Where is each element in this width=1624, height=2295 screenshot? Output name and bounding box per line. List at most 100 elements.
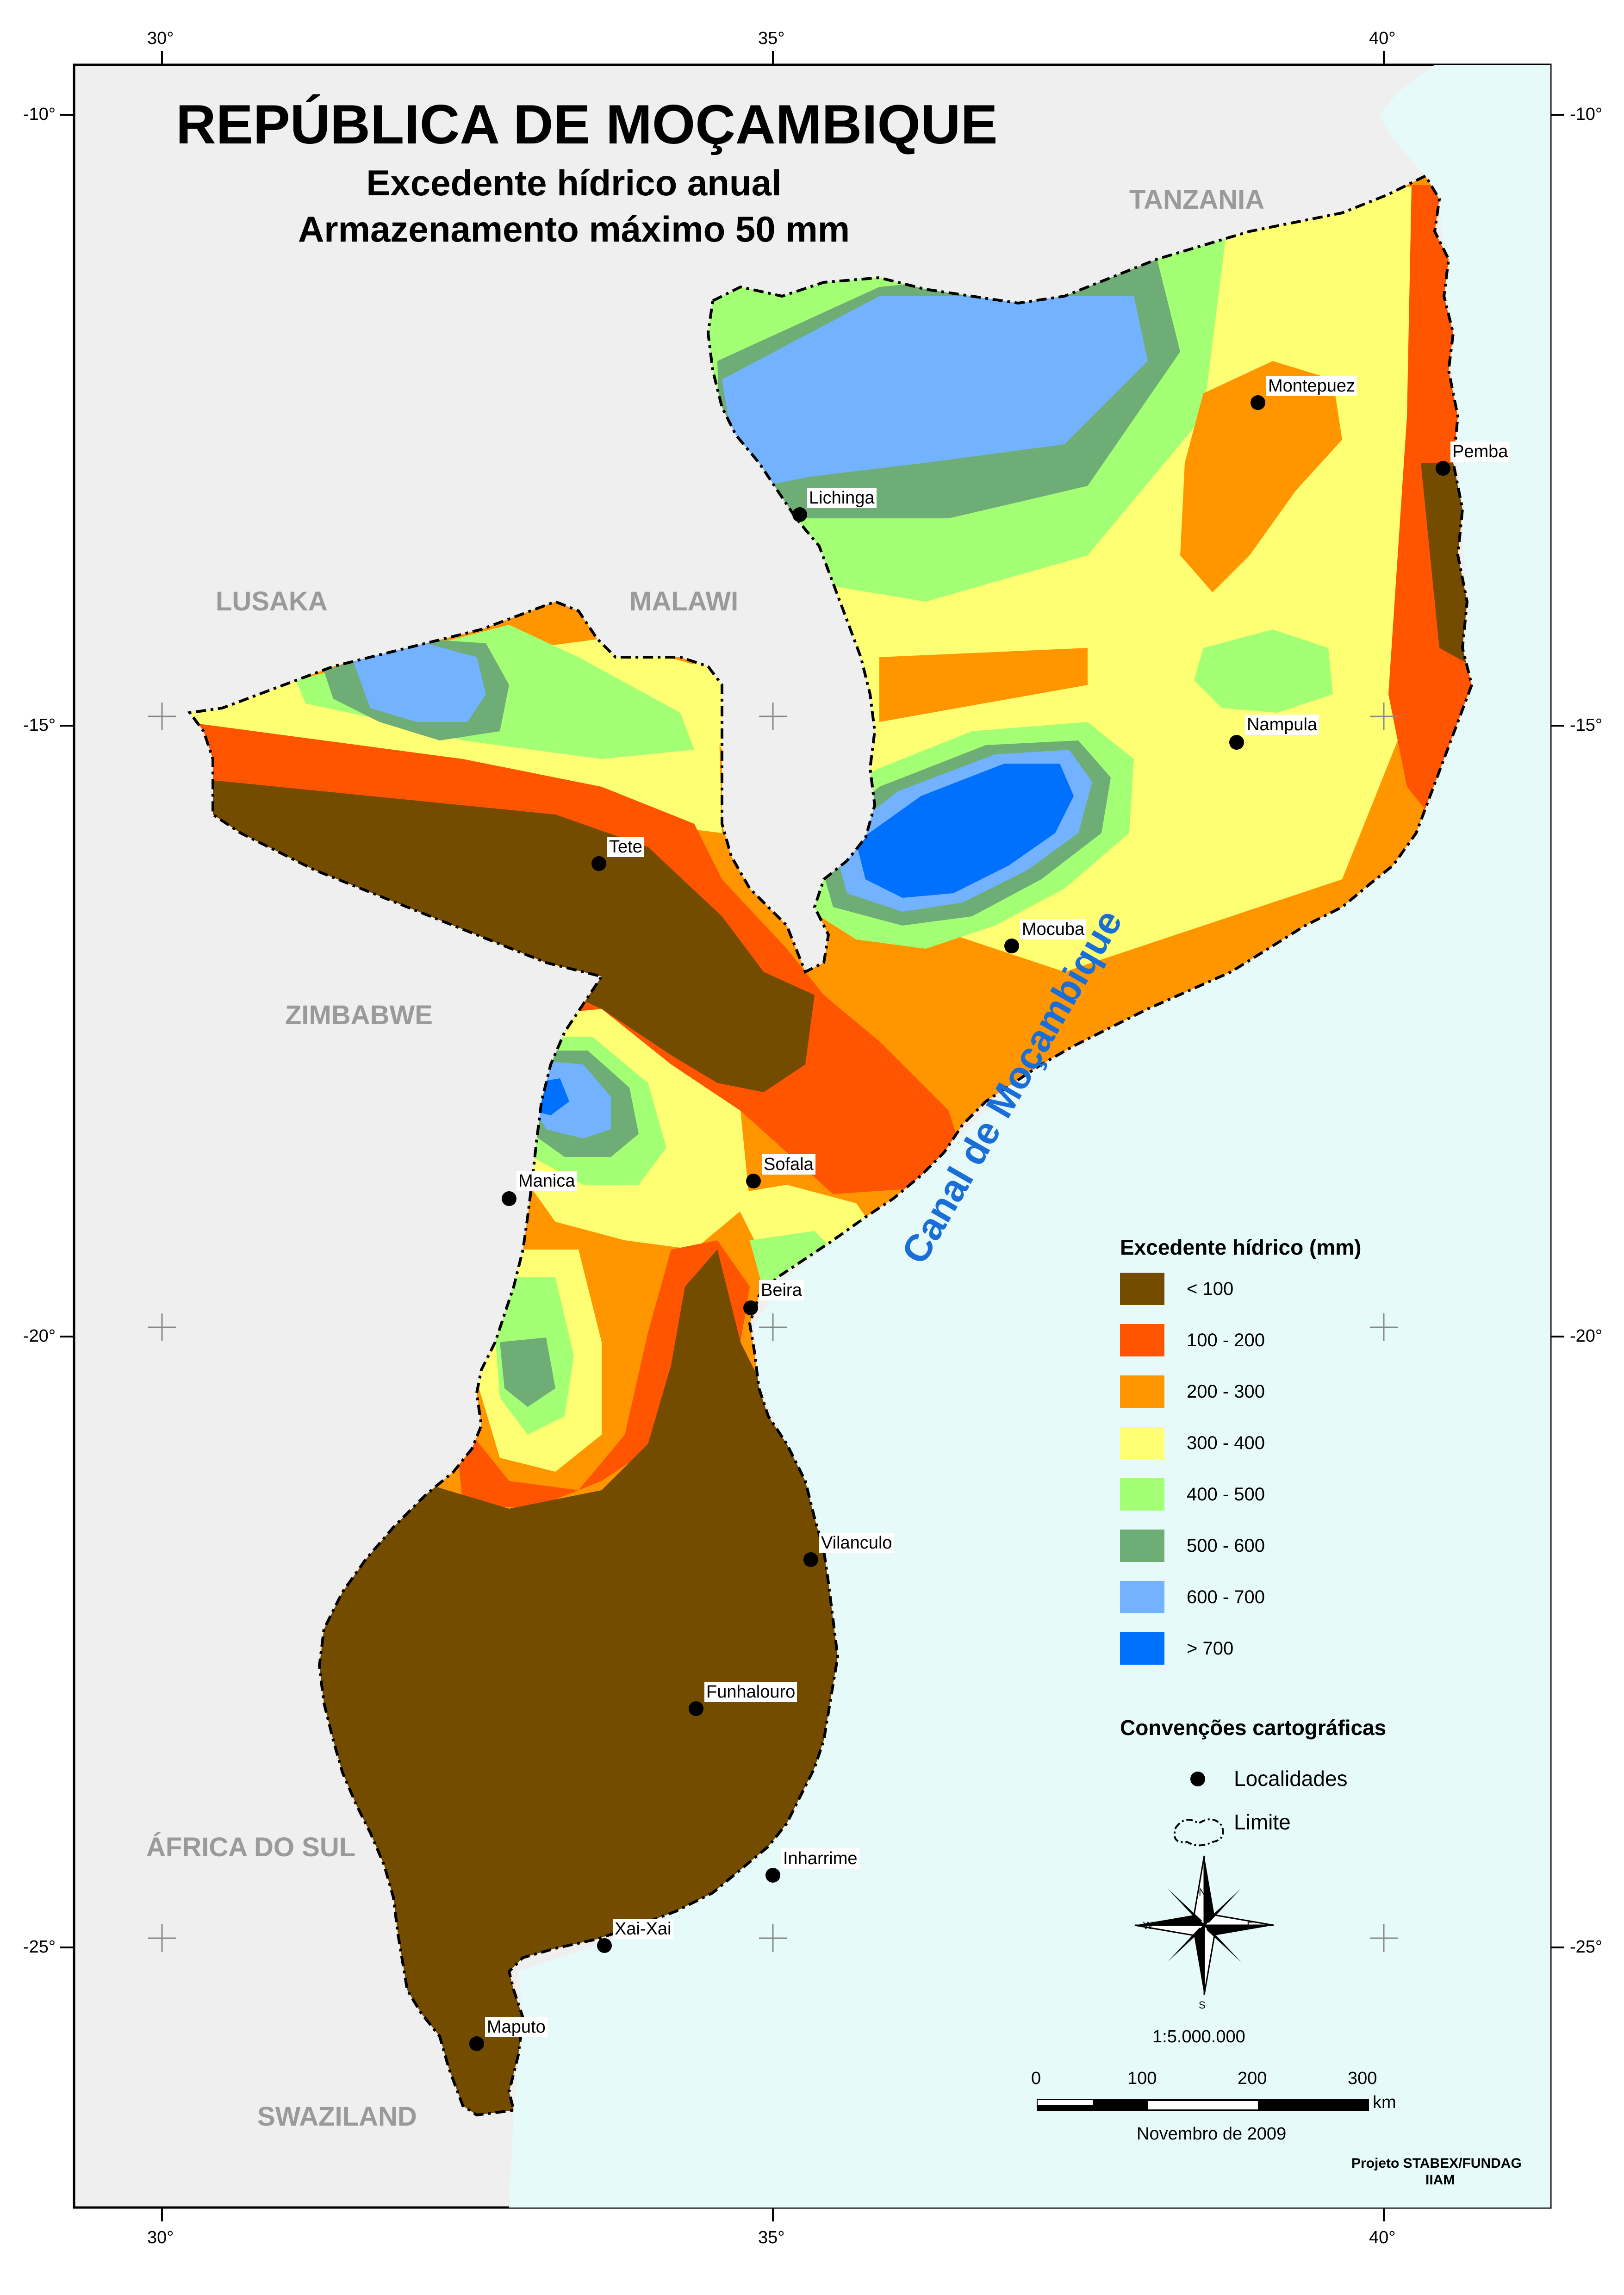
compass-e: E xyxy=(1247,1920,1254,1931)
legend-label: > 700 xyxy=(1187,1638,1234,1659)
legend-label: 500 - 600 xyxy=(1187,1535,1265,1556)
lon-tick-bottom-35: 35° xyxy=(758,2228,785,2247)
lat-tick-right-20: -20° xyxy=(1570,1326,1603,1346)
project-credit: Projeto STABEX/FUNDAG xyxy=(1351,2156,1522,2171)
map-subtitle-2: Armazenamento máximo 50 mm xyxy=(298,209,850,249)
lon-tick-top-40: 40° xyxy=(1369,29,1396,48)
legend-row: > 700 xyxy=(1120,1632,1233,1665)
legend-row: 300 - 400 xyxy=(1120,1427,1265,1459)
city-dot-nampula xyxy=(1229,735,1244,750)
city-label-manica: Manica xyxy=(516,1171,577,1191)
scale-tick-300: 300 xyxy=(1348,2069,1377,2088)
scale-tick-200: 200 xyxy=(1238,2069,1267,2088)
city-label-maputo: Maputo xyxy=(485,2017,548,2037)
city-label-lichinga: Lichinga xyxy=(807,488,877,508)
legend-label: 600 - 700 xyxy=(1187,1586,1265,1607)
date-label: Novembro de 2009 xyxy=(1137,2124,1287,2144)
legend-label: 200 - 300 xyxy=(1187,1381,1265,1402)
legend-localidades-dot xyxy=(1190,1772,1205,1786)
country-label-malawi: MALAWI xyxy=(629,586,739,616)
graticule xyxy=(148,703,1398,1952)
city-dot-pemba xyxy=(1436,461,1450,476)
scale-tick-100: 100 xyxy=(1127,2069,1157,2088)
city-label-inharrime: Inharrime xyxy=(781,1848,859,1869)
city-dot-inharrime xyxy=(765,1868,780,1883)
conventions-title: Convenções cartográficas xyxy=(1120,1716,1387,1740)
country-label-lusaka: LUSAKA xyxy=(216,586,328,616)
city-dot-vilanculo xyxy=(803,1552,818,1567)
city-dot-sofala xyxy=(746,1174,761,1188)
legend-limite-label: Limite xyxy=(1234,1810,1291,1834)
city-label-tete: Tete xyxy=(607,837,644,857)
city-label-sofala: Sofala xyxy=(762,1154,815,1175)
lat-tick-left-20: -20° xyxy=(23,1326,56,1346)
legend-row: 100 - 200 xyxy=(1120,1324,1265,1356)
legend-swatch xyxy=(1120,1427,1164,1459)
legend-swatch xyxy=(1120,1632,1164,1665)
legend-swatch xyxy=(1120,1581,1164,1613)
legend-row: 500 - 600 xyxy=(1120,1530,1265,1562)
city-label-nampula: Nampula xyxy=(1245,715,1319,735)
city-dot-manica xyxy=(502,1191,516,1206)
legend-title: Excedente hídrico (mm) xyxy=(1120,1235,1362,1259)
lon-tick-bottom-40: 40° xyxy=(1369,2228,1396,2247)
compass-s: S xyxy=(1199,1999,1206,2011)
country-label-swaziland: SWAZILAND xyxy=(257,2102,417,2132)
institution-credit: IIAM xyxy=(1425,2172,1455,2188)
legend-label: 400 - 500 xyxy=(1187,1484,1265,1505)
scale-bar xyxy=(1037,2099,1369,2111)
city-dot-funhalouro xyxy=(689,1701,703,1716)
legend-swatch xyxy=(1120,1530,1164,1562)
scale-ratio: 1:5.000.000 xyxy=(1152,2027,1245,2046)
lat-tick-right-10: -10° xyxy=(1570,105,1603,124)
city-dot-mocuba xyxy=(1004,939,1019,953)
legend-row: 200 - 300 xyxy=(1120,1375,1265,1408)
legend-label: 300 - 400 xyxy=(1187,1432,1265,1453)
lat-tick-left-10: -10° xyxy=(23,105,56,124)
city-dot-beira xyxy=(743,1300,758,1315)
lon-tick-top-35: 35° xyxy=(758,29,785,48)
city-dots xyxy=(469,395,1450,2051)
legend-row: 600 - 700 xyxy=(1120,1581,1265,1613)
compass-w: W xyxy=(1143,1920,1153,1931)
scale-unit: km xyxy=(1373,2093,1396,2112)
city-label-mocuba: Mocuba xyxy=(1020,919,1087,939)
legend-swatch xyxy=(1120,1478,1164,1511)
legend-label: 100 - 200 xyxy=(1187,1330,1265,1350)
lat-tick-left-25: -25° xyxy=(23,1937,56,1957)
map-title: REPÚBLICA DE MOÇAMBIQUE xyxy=(176,93,998,155)
city-dot-montepuez xyxy=(1251,395,1265,410)
sea xyxy=(509,65,1550,2208)
city-dot-tete xyxy=(591,856,606,871)
map-subtitle-1: Excedente hídrico anual xyxy=(366,162,782,203)
city-label-xai-xai: Xai-Xai xyxy=(613,1919,673,1939)
city-label-montepuez: Montepuez xyxy=(1266,376,1357,396)
legend-swatch xyxy=(1120,1273,1164,1305)
city-dot-maputo xyxy=(469,2036,484,2051)
frame-ticks xyxy=(60,51,1564,2221)
lat-tick-right-25: -25° xyxy=(1570,1937,1603,1957)
legend-localidades-label: Localidades xyxy=(1234,1766,1348,1791)
compass-n: N xyxy=(1199,1886,1206,1898)
city-label-pemba: Pemba xyxy=(1450,442,1510,462)
scale-tick-0: 0 xyxy=(1031,2069,1041,2088)
compass-rose xyxy=(1134,1855,1274,1995)
city-label-funhalouro: Funhalouro xyxy=(704,1682,797,1702)
legend-row: 400 - 500 xyxy=(1120,1478,1265,1511)
city-dot-lichinga xyxy=(792,507,807,522)
country-label-tanzania: TANZANIA xyxy=(1129,185,1265,215)
lon-tick-top-30: 30° xyxy=(147,29,174,48)
city-dot-xai-xai xyxy=(597,1938,612,1953)
lat-tick-right-15: -15° xyxy=(1570,715,1603,735)
legend-swatch xyxy=(1120,1324,1164,1356)
lat-tick-left-15: -15° xyxy=(23,715,56,735)
country-label-south-africa: ÁFRICA DO SUL xyxy=(146,1832,356,1862)
city-label-vilanculo: Vilanculo xyxy=(819,1533,894,1553)
legend-label: < 100 xyxy=(1187,1278,1234,1299)
legend-swatch xyxy=(1120,1375,1164,1408)
country-label-zimbabwe: ZIMBABWE xyxy=(285,1000,433,1030)
lon-tick-bottom-30: 30° xyxy=(147,2228,174,2247)
city-label-beira: Beira xyxy=(759,1280,804,1300)
legend-row: < 100 xyxy=(1120,1273,1233,1305)
